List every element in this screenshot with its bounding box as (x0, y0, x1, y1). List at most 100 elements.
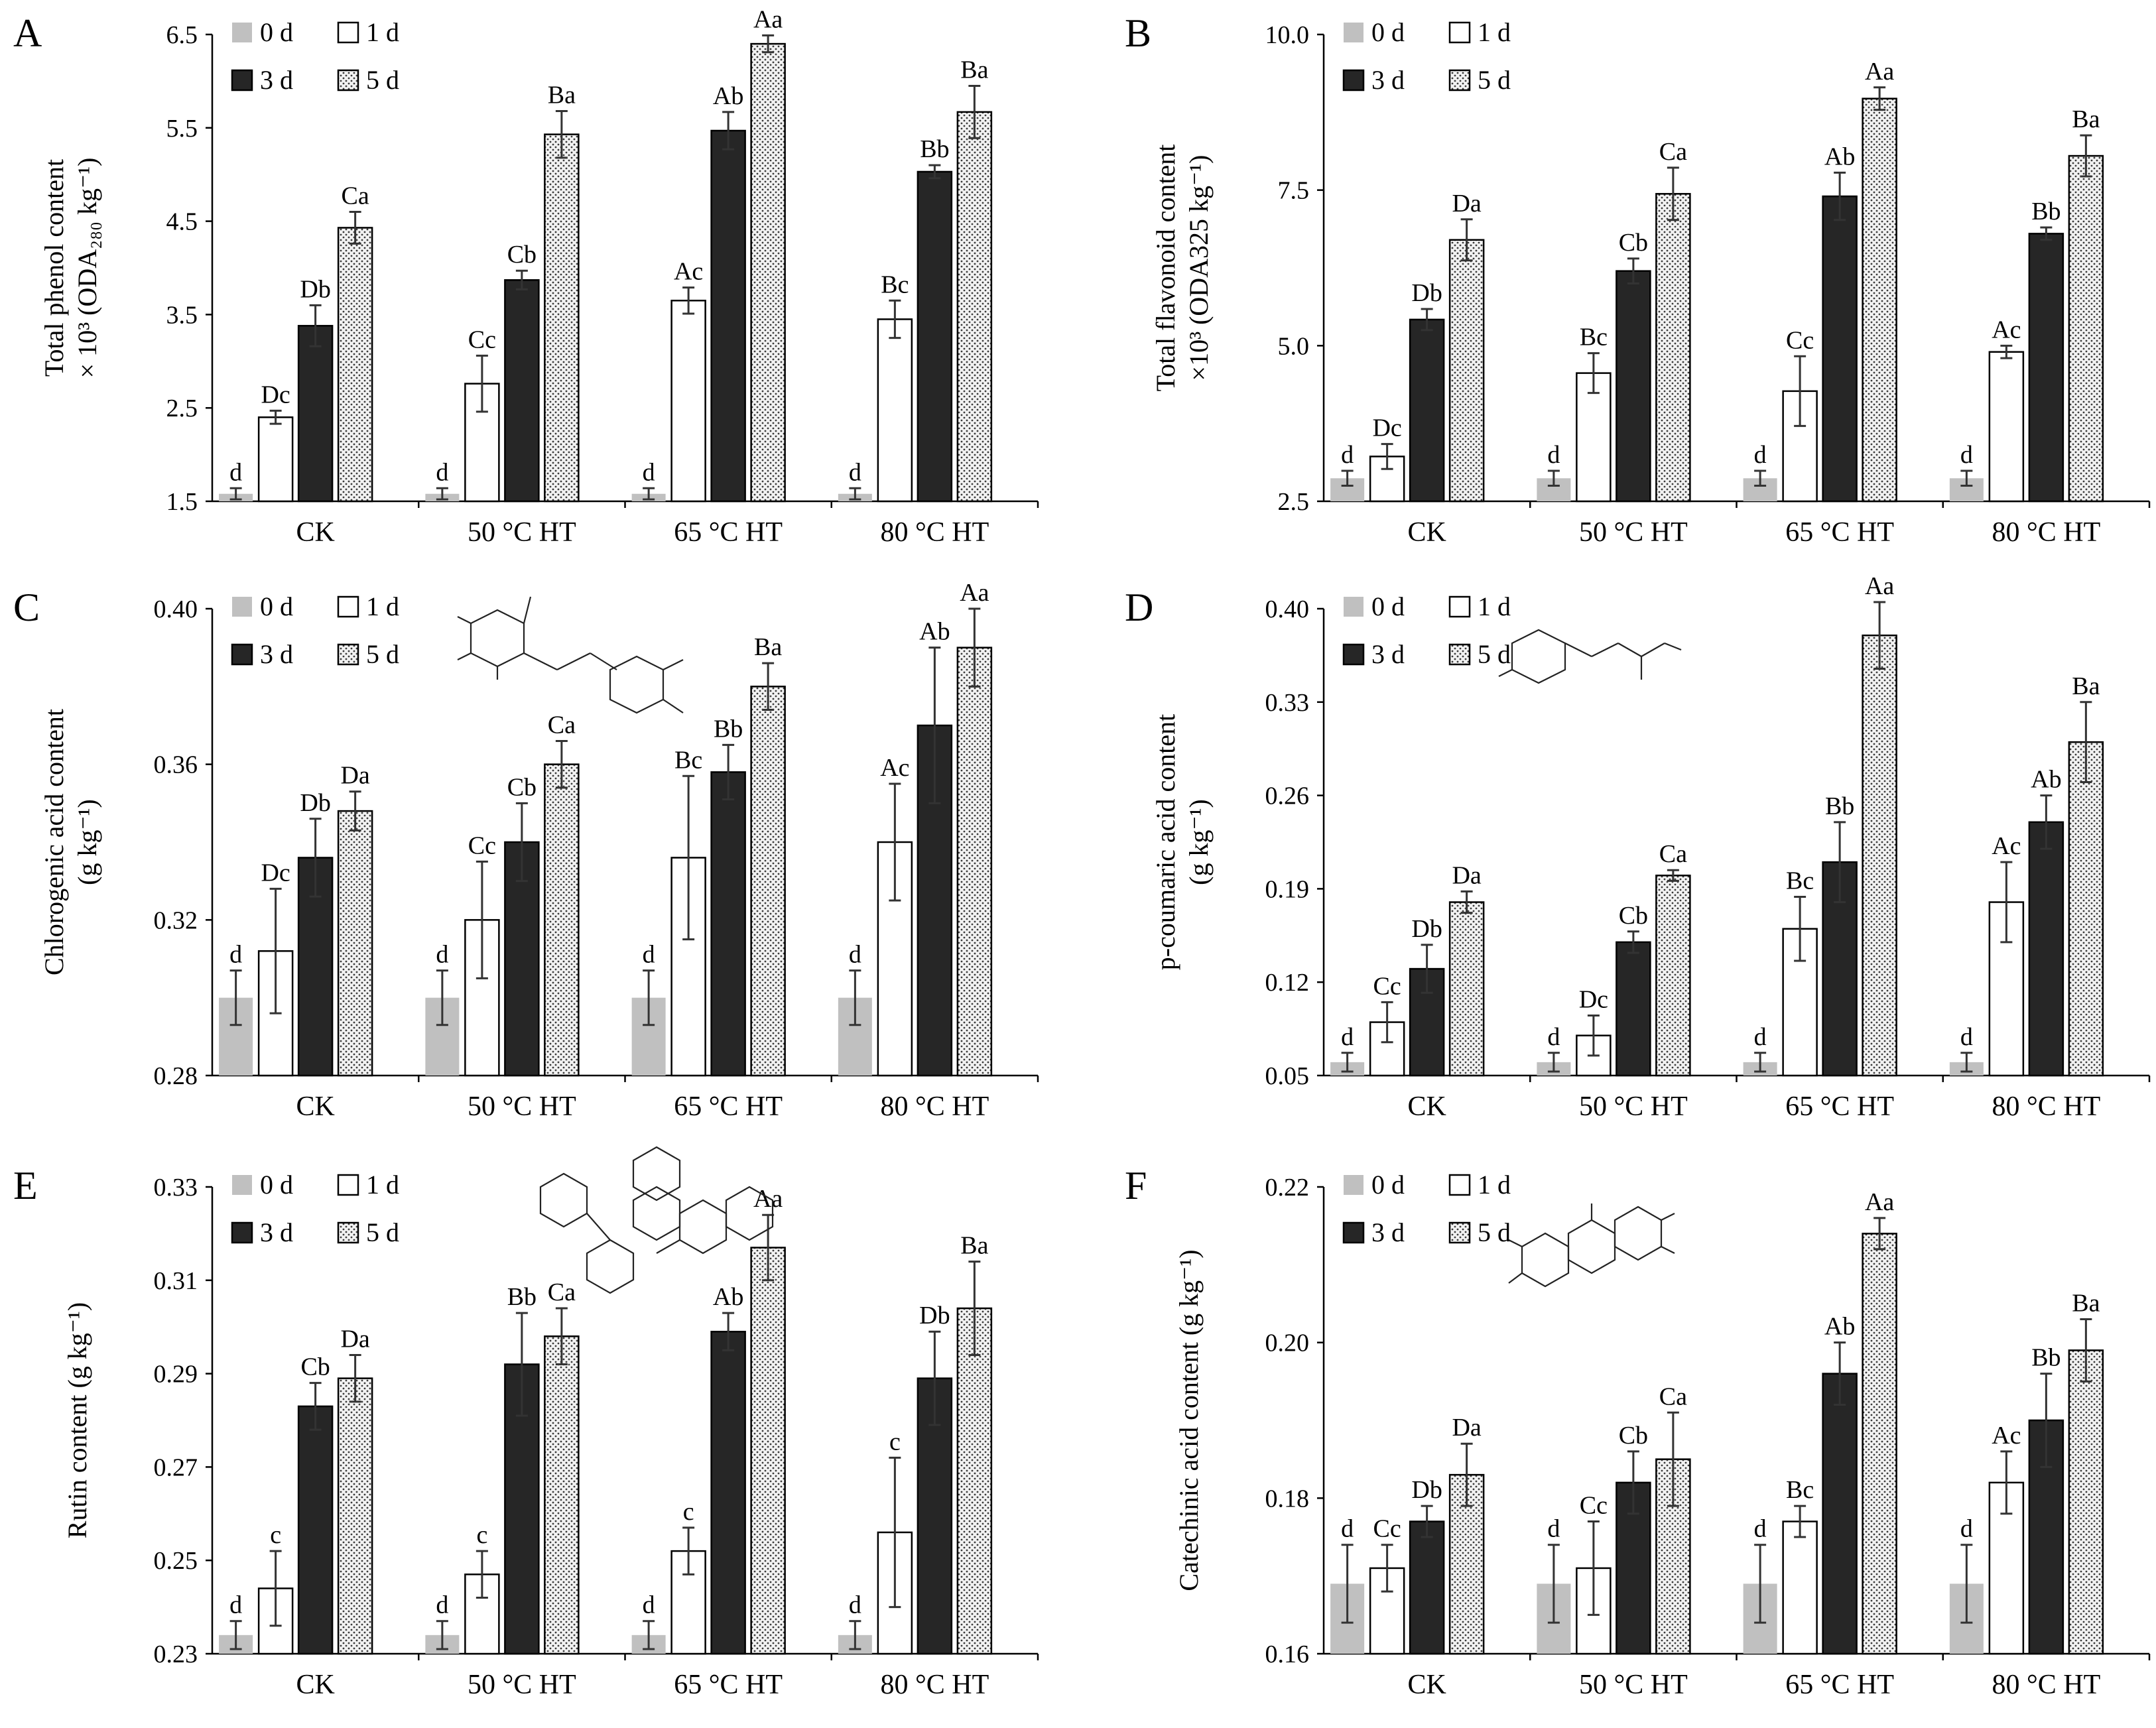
error-bar (476, 1550, 488, 1599)
error-bar (229, 1620, 242, 1650)
significance-label: Ca (1659, 1383, 1687, 1410)
significance-label: Ba (960, 1232, 988, 1260)
significance-label: Dc (261, 381, 290, 408)
significance-label: Cc (1786, 326, 1814, 354)
error-bar (2080, 701, 2092, 783)
error-bar (309, 1382, 322, 1431)
y-tick-label: 4.5 (166, 208, 198, 236)
significance-label: Ba (960, 56, 988, 84)
legend-label: 5 d (366, 65, 399, 95)
error-bar (1341, 469, 1354, 487)
y-tick-label: 0.25 (154, 1547, 198, 1575)
significance-label: Aa (1865, 58, 1894, 86)
y-tick-label: 0.19 (1265, 875, 1310, 903)
bar (750, 42, 786, 503)
y-tick-label: 0.27 (154, 1453, 198, 1481)
y-tick-label: 0.40 (154, 595, 198, 623)
error-bar (309, 304, 322, 347)
legend-label: 5 d (1478, 65, 1511, 95)
significance-label: Cc (468, 326, 496, 353)
significance-label: d (1547, 1515, 1560, 1543)
error-bar (1460, 1442, 1473, 1507)
x-category-label: CK (1407, 1091, 1446, 1122)
significance-label: Db (919, 1302, 950, 1329)
bar (750, 1247, 786, 1655)
x-category-label: CK (1407, 517, 1446, 548)
error-bar (762, 662, 775, 711)
legend-label: 1 d (1478, 17, 1511, 47)
legend-swatch (1344, 23, 1363, 42)
significance-label: Bb (714, 715, 743, 743)
significance-label: d (1341, 441, 1354, 469)
x-category-label: 65 °C HT (1785, 517, 1894, 548)
bar (1862, 634, 1897, 1077)
bar (670, 300, 706, 503)
panel-b: B 2.5 5.0 7.5 10.0 Total flavonoid content ×10… (1125, 11, 2151, 548)
x-category-label: 80 °C HT (880, 1091, 989, 1122)
error-bar (1627, 930, 1639, 954)
error-bar (1794, 1505, 1807, 1538)
significance-label: Ab (919, 618, 950, 646)
legend-swatch (337, 643, 359, 666)
bar (504, 279, 540, 503)
bar (2068, 154, 2104, 503)
panel-letter: D (1125, 586, 1153, 629)
significance-label: Cb (300, 1353, 330, 1381)
error-bar (555, 1307, 568, 1366)
significance-label: Aa (753, 1185, 783, 1213)
error-bar (762, 34, 775, 54)
x-category-label: CK (296, 1670, 334, 1700)
significance-label: Bb (1825, 792, 1854, 820)
error-bar (1587, 1014, 1600, 1057)
legend-label: 0 d (1371, 1170, 1405, 1200)
panel-a: A 1.5 2.5 3.5 4.5 5.5 6.5 Total phenol content ×… (13, 5, 1039, 548)
catechin-structure (1508, 1203, 1675, 1288)
rutin-structure (539, 1146, 774, 1294)
error-bar (682, 1526, 695, 1575)
significance-label: Db (1411, 1476, 1442, 1504)
bar (337, 227, 373, 503)
significance-label: Da (340, 1325, 369, 1353)
panel-f: F 0.16 0.18 0.20 0.22 Catechinic acid content… (1125, 1164, 2151, 1700)
error-bar (968, 84, 981, 139)
significance-label: Cb (507, 773, 537, 801)
x-category-label: 80 °C HT (1992, 517, 2100, 548)
significance-label: Ca (548, 711, 576, 739)
significance-label: Bb (920, 135, 949, 163)
error-bar (722, 111, 735, 151)
error-bar (269, 409, 282, 425)
significance-label: Ca (1659, 138, 1687, 166)
error-bar (2040, 226, 2053, 241)
error-bar (849, 969, 861, 1026)
error-bar (1834, 821, 1846, 904)
significance-label: d (1960, 1023, 1973, 1051)
error-bar (928, 164, 941, 180)
legend-label: 3 d (260, 65, 293, 95)
error-bar (309, 818, 322, 898)
y-tick-label: 1.5 (166, 488, 198, 516)
x-category-label: 50 °C HT (1579, 517, 1688, 548)
significance-label: d (1960, 1515, 1973, 1543)
significance-label: Bc (1580, 324, 1608, 351)
error-bar (1421, 1505, 1433, 1538)
legend-swatch (337, 1221, 359, 1244)
legend-label: 3 d (1371, 65, 1405, 95)
significance-label: Ac (1992, 832, 2021, 860)
x-category-label: 80 °C HT (880, 517, 989, 548)
legend-swatch (1448, 1221, 1471, 1244)
bar (1409, 318, 1445, 503)
y-axis-title: Catechinic acid content (g kg⁻¹) (1174, 1249, 1204, 1591)
legend-swatch (1344, 597, 1363, 617)
error-bar (1460, 218, 1473, 262)
error-bar (682, 774, 695, 941)
error-bar (269, 887, 282, 1015)
bar (956, 111, 993, 503)
significance-label: Da (1452, 861, 1481, 889)
legend-label: 0 d (260, 591, 293, 621)
x-category-label: 50 °C HT (468, 517, 576, 548)
error-bar (1667, 869, 1679, 882)
error-bar (1587, 352, 1600, 395)
x-category-label: 80 °C HT (880, 1670, 989, 1700)
error-bar (349, 1353, 361, 1403)
legend-label: 3 d (1371, 1217, 1405, 1247)
